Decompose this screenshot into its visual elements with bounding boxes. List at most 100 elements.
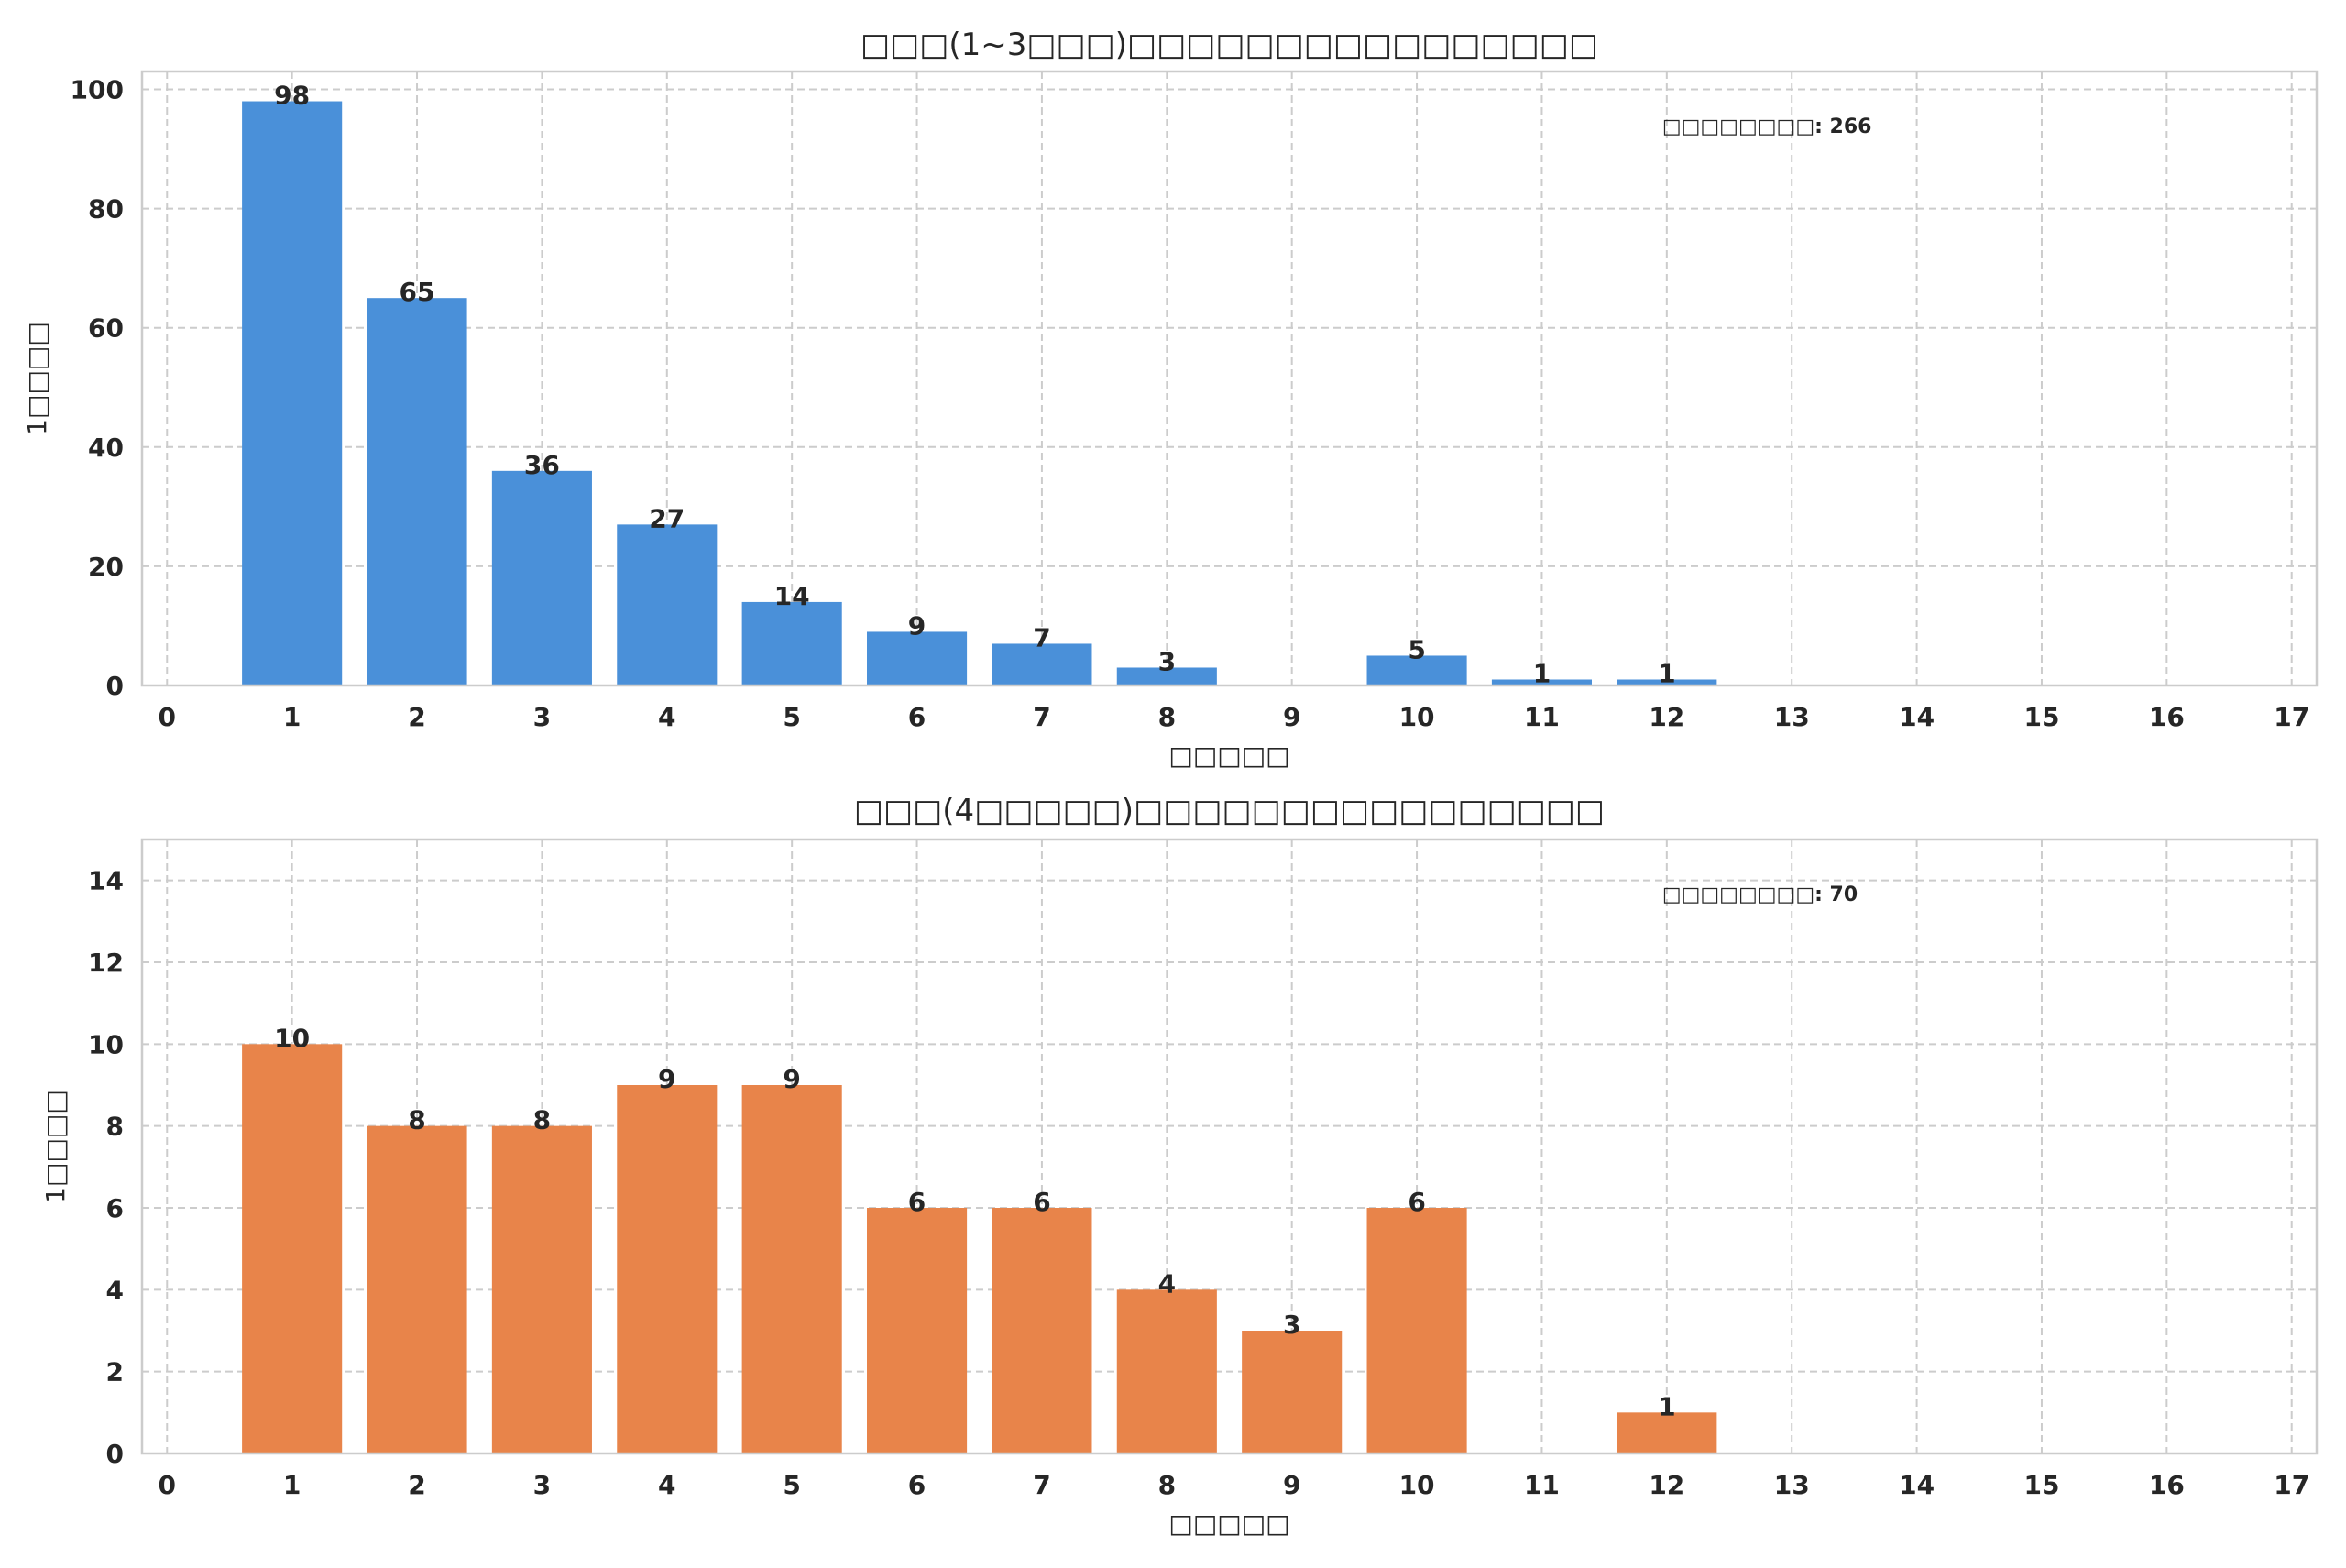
y-tick-label: 0 [106,1439,124,1469]
y-tick-label: 80 [88,194,124,225]
bar-1 [242,101,343,685]
bar-5 [741,601,842,685]
x-tick-label: 12 [1649,702,1684,732]
bar-3 [491,470,592,685]
bar-value-label: 9 [658,1064,675,1094]
bar-12 [1617,679,1717,685]
bar-value-label: 14 [774,581,810,611]
bar-value-label: 9 [908,610,926,641]
x-tick-label: 4 [658,1470,675,1500]
bar-value-label: 6 [908,1187,926,1217]
bar-value-label: 6 [1408,1187,1425,1217]
bar-value-label: 3 [1283,1310,1300,1340]
x-tick-label: 4 [658,702,675,732]
bar-2 [367,298,467,685]
plot-area [142,71,2317,685]
y-tick-label: 20 [88,552,124,582]
bar-4 [617,524,718,685]
x-tick-label: 17 [2274,702,2309,732]
x-axis-label: □□□□□ [1168,1508,1289,1539]
axes-frame [140,838,2319,1455]
axes-frame [140,70,2319,687]
bar-value-label: 36 [524,450,560,480]
x-tick-label: 13 [1774,702,1810,732]
x-tick-label: 0 [159,702,176,732]
y-tick-label: 6 [106,1193,124,1223]
x-tick-label: 1 [283,702,301,732]
y-tick-label: 60 [88,313,124,344]
bar-7 [992,643,1092,685]
y-tick-label: 2 [106,1357,124,1387]
x-tick-label: 6 [908,702,926,732]
bar-value-label: 8 [408,1105,425,1135]
bar-value-label: 3 [1158,646,1176,676]
chart-title: □□□(1~3□□□)□□□□□□□□□□□□□□□□ [861,27,1598,63]
x-tick-label: 9 [1283,702,1300,732]
x-tick-label: 3 [533,702,551,732]
y-tick-label: 8 [106,1112,124,1142]
x-tick-label: 14 [1899,702,1935,732]
bar-1 [242,1044,343,1453]
bar-8 [1116,1289,1217,1453]
x-tick-label: 5 [783,702,800,732]
bar-4 [617,1085,718,1453]
y-axis-label: 1□□□□ [22,322,52,435]
x-tick-label: 13 [1774,1470,1810,1500]
bar-value-label: 1 [1658,658,1675,688]
y-tick-label: 12 [88,948,124,978]
x-tick-label: 2 [408,1470,425,1500]
x-tick-label: 14 [1899,1470,1935,1500]
total-annotation: □□□□□□□□: 266 [1662,115,1872,138]
x-tick-label: 0 [159,1470,176,1500]
x-tick-label: 15 [2023,1470,2059,1500]
bar-value-label: 98 [274,81,310,111]
bar-9 [1242,1331,1343,1453]
bar-10 [1366,655,1467,685]
bar-3 [491,1125,592,1453]
x-tick-label: 7 [1033,1470,1050,1500]
bar-7 [992,1208,1092,1453]
bar-value-label: 65 [400,277,435,307]
x-tick-label: 7 [1033,702,1050,732]
bar-6 [867,631,968,685]
plot-area [142,839,2317,1453]
bar-value-label: 5 [1408,634,1425,664]
x-tick-label: 8 [1158,1470,1176,1500]
bar-value-label: 4 [1158,1268,1176,1299]
bar-value-label: 27 [649,503,685,533]
y-tick-label: 40 [88,433,124,463]
x-tick-label: 17 [2274,1470,2309,1500]
x-axis-label: □□□□□ [1168,740,1289,771]
y-tick-label: 0 [106,671,124,701]
chart-panel-2: 0 1 2 3 4 5 6 7 8 9 10 11 12 13 14 15 16 1702468101214108… [40,793,2319,1539]
bar-value-label: 8 [533,1105,551,1135]
y-tick-label: 100 [71,75,124,105]
y-tick-label: 14 [88,866,124,896]
bar-12 [1617,1412,1717,1453]
bar-6 [867,1208,968,1453]
bar-2 [367,1125,467,1453]
bar-value-label: 9 [783,1064,800,1094]
y-tick-label: 4 [106,1275,124,1305]
y-axis-label: 1□□□□ [40,1090,71,1203]
bar-8 [1116,667,1217,685]
total-annotation: □□□□□□□□: 70 [1662,883,1858,906]
x-tick-label: 3 [533,1470,551,1500]
x-tick-label: 10 [1399,1470,1435,1500]
bar-value-label: 10 [274,1023,310,1053]
bar-11 [1491,679,1592,685]
x-tick-label: 16 [2149,702,2185,732]
bar-value-label: 1 [1533,658,1551,688]
bar-value-label: 1 [1658,1391,1675,1421]
x-tick-label: 10 [1399,702,1435,732]
bar-value-label: 6 [1033,1187,1050,1217]
x-tick-label: 5 [783,1470,800,1500]
x-tick-label: 1 [283,1470,301,1500]
x-tick-label: 11 [1524,1470,1560,1500]
bar-value-label: 7 [1033,622,1050,652]
x-tick-label: 8 [1158,702,1176,732]
bar-10 [1366,1208,1467,1453]
